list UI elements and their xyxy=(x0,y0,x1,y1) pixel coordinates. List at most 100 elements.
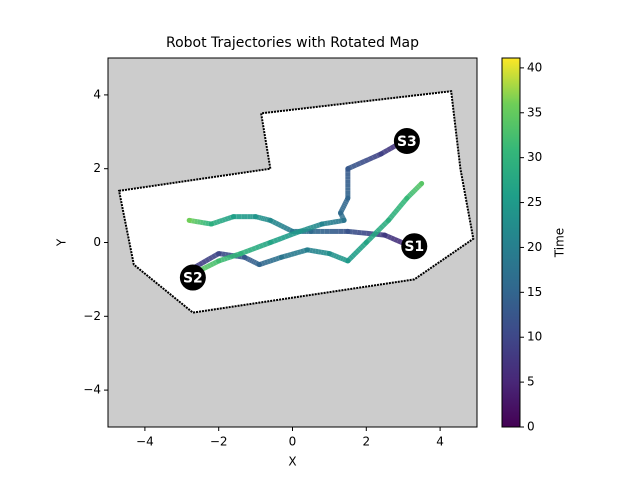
trajectory-segment xyxy=(248,257,254,264)
trajectory-point xyxy=(385,217,391,223)
trajectory-point xyxy=(304,247,310,253)
trajectory-segment xyxy=(300,248,305,255)
trajectory-segment xyxy=(276,236,283,243)
colorbar-tick-label: 15 xyxy=(527,285,542,299)
trajectory-segment xyxy=(395,204,402,211)
trajectory-segment xyxy=(330,252,335,258)
trajectory-point xyxy=(363,240,369,245)
trajectory-segment xyxy=(272,256,277,263)
trajectory-segment xyxy=(378,224,385,231)
colorbar-label: Time xyxy=(553,228,567,258)
trajectory-segment xyxy=(247,256,252,263)
trajectory-point xyxy=(404,195,410,201)
trajectory-segment xyxy=(234,252,239,258)
trajectory-segment xyxy=(359,159,366,166)
trajectory-point xyxy=(345,195,351,201)
station-label: S1 xyxy=(404,239,424,255)
trajectory-segment xyxy=(272,219,278,226)
trajectory-segment xyxy=(296,249,302,256)
trajectory-segment xyxy=(355,247,362,254)
plot-area: S1 S2 S3 xyxy=(117,90,475,314)
trajectory-segment xyxy=(283,253,289,259)
trajectory-segment xyxy=(393,236,399,243)
trajectory-segment xyxy=(201,258,208,265)
trajectory-segment xyxy=(414,185,420,191)
trajectory-segment xyxy=(213,219,218,226)
trajectory-segment xyxy=(333,253,338,259)
trajectory-segment xyxy=(386,234,393,241)
colorbar-tick-label: 20 xyxy=(527,240,542,254)
trajectory-point xyxy=(267,240,273,245)
trajectory-point xyxy=(238,251,244,257)
trajectory-point xyxy=(242,254,248,260)
trajectory-point xyxy=(267,217,273,223)
trajectory-segment xyxy=(372,229,380,236)
trajectory-segment xyxy=(341,202,348,207)
trajectory-segment xyxy=(367,235,374,242)
trajectory-segment xyxy=(207,255,214,262)
trajectory-segment xyxy=(204,256,211,264)
trajectory-point xyxy=(216,258,222,264)
trajectory-segment xyxy=(212,260,218,266)
trajectory-segment xyxy=(391,210,398,217)
trajectory-segment xyxy=(280,234,286,241)
trajectory-segment xyxy=(247,247,253,254)
y-tick-label: 4 xyxy=(93,87,101,101)
trajectory-segment xyxy=(284,233,290,240)
trajectory-point xyxy=(297,228,303,234)
station-label: S3 xyxy=(397,134,417,150)
trajectory-point xyxy=(345,166,351,172)
trajectory-point xyxy=(256,262,262,268)
colorbar-tick-label: 10 xyxy=(527,330,542,344)
colorbar-tick-label: 30 xyxy=(527,150,542,164)
trajectory-point xyxy=(419,180,425,186)
trajectory-point xyxy=(378,151,384,157)
trajectory-segment xyxy=(216,218,221,225)
trajectory-point xyxy=(319,221,325,227)
trajectory-segment xyxy=(357,245,364,252)
y-tick-label: 2 xyxy=(93,161,101,175)
trajectory-point xyxy=(253,214,259,220)
station-marker xyxy=(393,128,420,155)
trajectory-segment xyxy=(287,231,294,238)
trajectory-segment xyxy=(266,258,272,265)
trajectory-segment xyxy=(254,244,261,251)
trajectory-segment xyxy=(393,207,400,214)
trajectory-segment xyxy=(220,256,226,263)
colorbar-tick-label: 0 xyxy=(527,420,535,434)
trajectory-segment xyxy=(315,222,321,229)
y-tick-label: −4 xyxy=(83,383,101,397)
trajectory-segment xyxy=(412,187,418,193)
trajectory-segment xyxy=(251,245,257,252)
trajectory-segment xyxy=(348,254,355,261)
trajectory-segment xyxy=(340,255,345,262)
trajectory-segment xyxy=(355,160,362,168)
trajectory-point xyxy=(230,214,236,220)
trajectory-segment xyxy=(375,226,382,234)
chart-title: Robot Trajectories with Rotated Map xyxy=(166,35,419,51)
trajectory-segment xyxy=(206,262,212,269)
trajectory-segment xyxy=(396,238,402,245)
station-marker xyxy=(401,233,428,260)
trajectory-segment xyxy=(224,216,229,222)
trajectory-segment xyxy=(258,242,264,249)
trajectory-point xyxy=(278,254,284,260)
trajectory-segment xyxy=(371,153,378,160)
trajectory-segment xyxy=(304,226,309,232)
trajectory-segment xyxy=(367,155,374,162)
trajectory-segment xyxy=(231,253,237,259)
trajectory-segment xyxy=(310,224,315,231)
trajectory-segment xyxy=(262,241,268,248)
trajectory-segment xyxy=(273,237,279,244)
x-tick-label: −2 xyxy=(210,435,228,449)
trajectory-segment xyxy=(203,264,209,271)
trajectory-segment xyxy=(400,199,407,206)
trajectory-segment xyxy=(353,249,359,256)
trajectory-segment xyxy=(410,189,417,195)
y-tick-label: −2 xyxy=(83,309,101,323)
trajectory-segment xyxy=(243,248,250,255)
trajectory-segment xyxy=(416,183,422,189)
trajectory-point xyxy=(337,210,343,216)
trajectory-segment xyxy=(223,255,228,262)
